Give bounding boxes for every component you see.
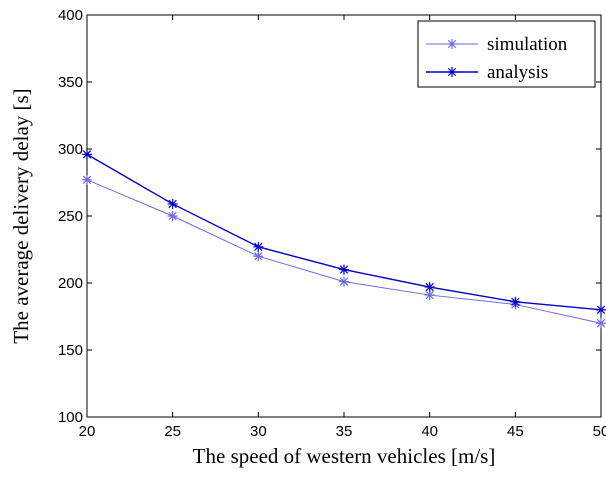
x-tick-label: 25 xyxy=(164,423,181,440)
data-point-simulation xyxy=(82,174,92,185)
data-point-analysis xyxy=(82,149,92,160)
data-point-analysis xyxy=(167,198,178,209)
legend: simulation analysis xyxy=(417,20,596,88)
data-point-simulation xyxy=(167,211,178,221)
data-point-simulation xyxy=(339,276,349,287)
y-tick-label: 250 xyxy=(58,208,83,225)
legend-label-simulation: simulation xyxy=(487,34,568,55)
x-axis-label: The speed of western vehicles [m/s] xyxy=(193,444,496,468)
legend-label-analysis: analysis xyxy=(487,62,548,83)
data-point-analysis xyxy=(339,264,349,275)
x-tick-label: 40 xyxy=(421,423,438,440)
y-tick-label: 200 xyxy=(58,275,83,292)
x-tick-label: 45 xyxy=(507,423,524,440)
data-point-analysis xyxy=(596,304,606,315)
y-tick-label: 300 xyxy=(58,141,83,158)
data-point-analysis xyxy=(424,282,435,293)
x-tick-label: 50 xyxy=(593,423,606,440)
y-tick-label: 150 xyxy=(58,342,83,359)
data-point-simulation xyxy=(253,251,264,262)
data-point-analysis xyxy=(510,296,521,307)
y-tick-label: 100 xyxy=(58,409,83,426)
x-tick-label: 35 xyxy=(336,423,353,440)
series-layer xyxy=(82,149,606,329)
legend-marker-simulation xyxy=(447,39,457,49)
y-axis-label: The average delivery delay [s] xyxy=(9,88,33,343)
y-axis-ticks: 100 150 200 250 300 350 400 xyxy=(58,7,601,426)
legend-marker-analysis xyxy=(447,67,457,77)
legend-box xyxy=(417,20,596,88)
data-point-analysis xyxy=(253,241,264,252)
y-tick-label: 400 xyxy=(58,7,83,24)
y-tick-label: 350 xyxy=(58,74,83,91)
x-axis-ticks: 20 25 30 35 40 45 50 xyxy=(79,15,606,440)
x-tick-label: 30 xyxy=(250,423,267,440)
x-tick-label: 20 xyxy=(79,423,96,440)
data-point-simulation xyxy=(596,318,606,329)
